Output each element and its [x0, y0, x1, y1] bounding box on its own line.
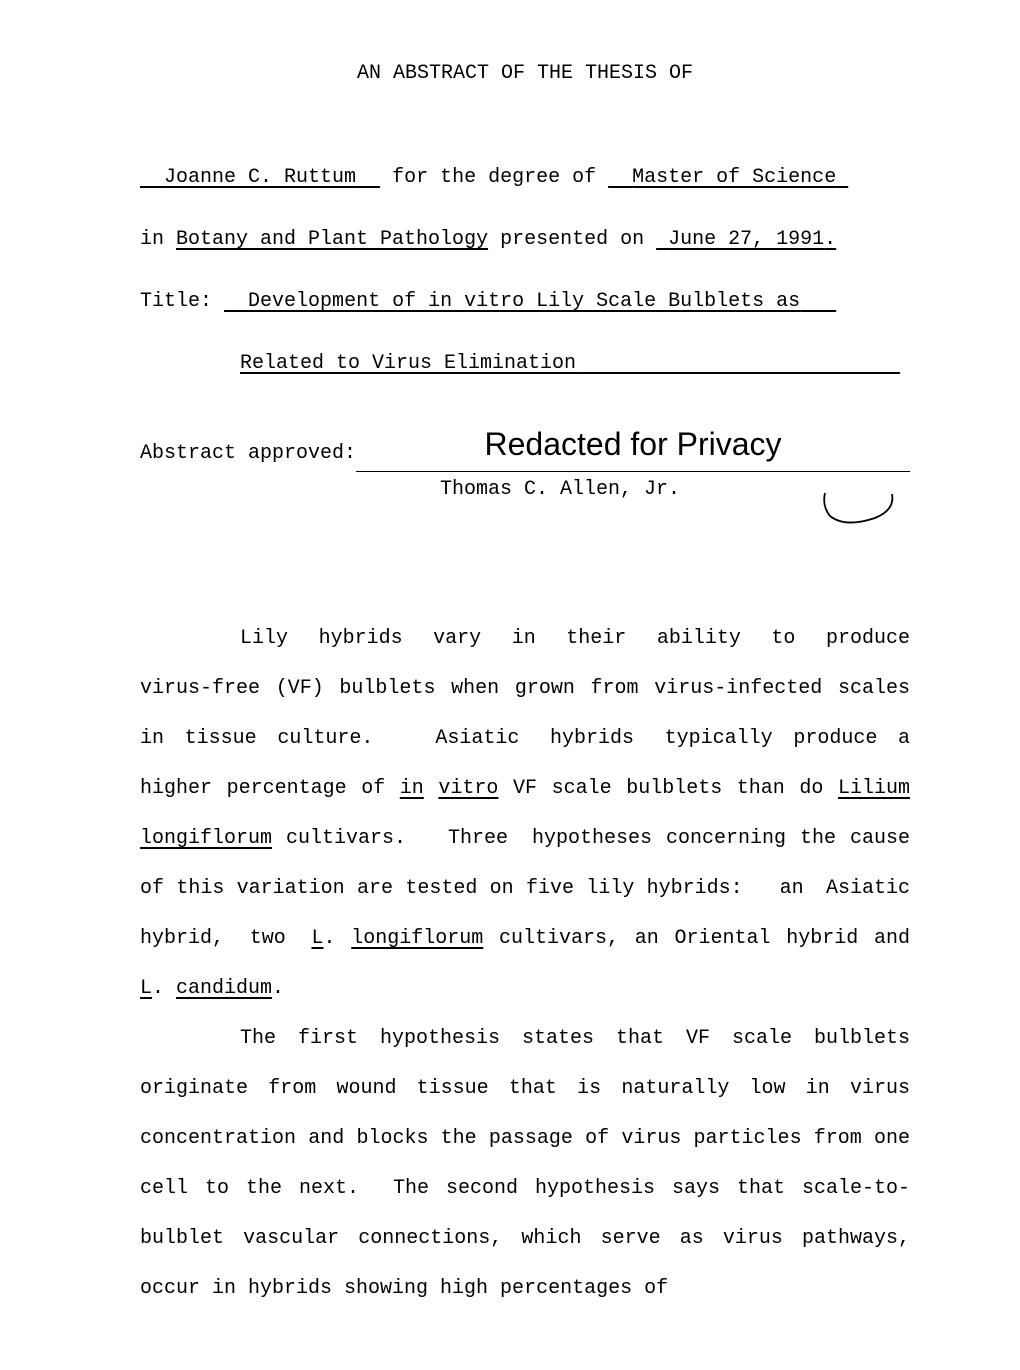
p1-s5: VF scale bulblets than do [498, 777, 838, 800]
p1-longiflorum: longiflorum [140, 827, 272, 850]
p2-s1: The first hypothesis states that VF scal… [140, 1027, 910, 1200]
degree-label: for the degree of [392, 166, 608, 189]
author-name: Joanne C. Ruttum [140, 166, 380, 189]
paragraph-1: Lily hybrids vary in their ability to pr… [140, 614, 910, 1014]
approval-label: Abstract approved: [140, 440, 356, 472]
dept-date-line: in Botany and Plant Pathology presented … [140, 220, 910, 260]
paragraph-2: The first hypothesis states that VF scal… [140, 1014, 910, 1314]
approval-block: Abstract approved: Redacted for Privacy … [140, 424, 910, 504]
redacted-signature-line: Redacted for Privacy [356, 424, 910, 472]
approver-row: Thomas C. Allen, Jr. [140, 476, 910, 504]
abstract-body: Lily hybrids vary in their ability to pr… [140, 614, 910, 1314]
p1-s6: cultivars. [272, 827, 406, 850]
thesis-metadata: Joanne C. Ruttum for the degree of Maste… [140, 158, 910, 504]
title-label: Title: [140, 290, 212, 313]
title-part-2: Related to Virus Elimination [240, 352, 900, 375]
p1-s1: Lily hybrids vary in their ability to pr… [240, 627, 910, 650]
p1-lilium: Lilium [838, 777, 910, 800]
title-line-1: Title: Development of in vitro Lily Scal… [140, 282, 910, 322]
presented-date: June 27, 1991. [656, 228, 836, 251]
p1-s11: . [272, 977, 284, 1000]
presented-label: presented on [488, 228, 656, 251]
p1-invitro-1: in [400, 777, 424, 800]
p1-s7: Three hypotheses [448, 827, 652, 850]
title-part-1: Development of in vitro Lily Scale Bulbl… [224, 290, 836, 313]
redacted-text: Redacted for Privacy [485, 422, 782, 467]
page-heading: AN ABSTRACT OF THE THESIS OF [140, 60, 910, 88]
approval-row: Abstract approved: Redacted for Privacy [140, 424, 910, 472]
p1-L2: L [140, 977, 152, 1000]
p1-longiflorum-2: longiflorum [351, 927, 483, 950]
p1-candidum: candidum [176, 977, 272, 1000]
p1-s10: cultivars, an Oriental hybrid and [483, 927, 910, 950]
p1-L1: L [311, 927, 323, 950]
signature-flourish-icon [820, 488, 900, 526]
p1-invitro-2: vitro [438, 777, 498, 800]
degree-name: Master of Science [608, 166, 848, 189]
dept-prefix: in [140, 228, 176, 251]
title-line-2: Related to Virus Elimination [240, 344, 910, 384]
department: Botany and Plant Pathology [176, 228, 488, 251]
p1-s3: Asiatic hybrids typically [435, 727, 772, 750]
author-degree-line: Joanne C. Ruttum for the degree of Maste… [140, 158, 910, 198]
